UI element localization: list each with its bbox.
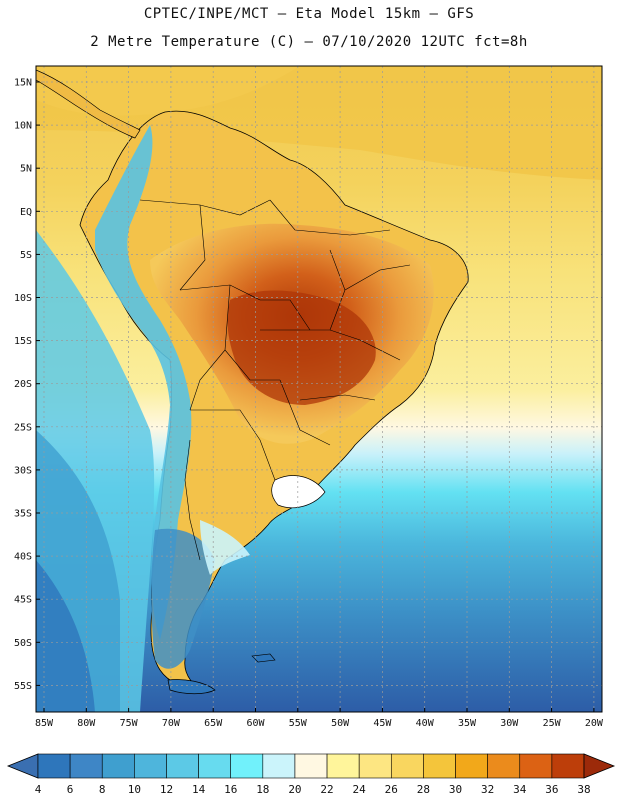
- latitude-label: 55S: [14, 681, 32, 692]
- colorbar-label: 36: [545, 783, 558, 796]
- colorbar-cell: [390, 753, 424, 779]
- colorbar-label: 10: [128, 783, 141, 796]
- longitude-label: 25W: [543, 718, 562, 729]
- colorbar-cell: [101, 753, 135, 779]
- colorbar-cell: [166, 753, 199, 779]
- colorbar-cell: [262, 753, 296, 779]
- longitude-label: 65W: [204, 718, 223, 729]
- colorbar-cell: [198, 753, 232, 779]
- colorbar-cell: [358, 753, 392, 779]
- colorbar-cell: [519, 753, 553, 779]
- latitude-label: 5N: [20, 164, 32, 175]
- longitude-label: 20W: [585, 718, 604, 729]
- latitude-label: EQ: [20, 207, 32, 218]
- latitude-label: 30S: [14, 465, 32, 476]
- colorbar-label: 28: [417, 783, 430, 796]
- longitude-label: 70W: [162, 718, 181, 729]
- longitude-label: 75W: [120, 718, 139, 729]
- longitude-label: 55W: [289, 718, 308, 729]
- colorbar-label: 18: [256, 783, 269, 796]
- colorbar-cell: [423, 753, 456, 779]
- map-title-line-2: 2 Metre Temperature (C) — 07/10/2020 12U…: [90, 34, 528, 50]
- colorbar-label: 22: [320, 783, 333, 796]
- latitude-label: 15S: [14, 336, 32, 347]
- ocean-field: [36, 66, 602, 712]
- longitude-label: 40W: [416, 718, 435, 729]
- colorbar-label: 26: [385, 783, 398, 796]
- longitude-label: 60W: [246, 718, 265, 729]
- colorbar-label: 20: [288, 783, 301, 796]
- colorbar-cell: [230, 753, 264, 779]
- latitude-label: 10N: [14, 121, 32, 132]
- longitude-label: 35W: [458, 718, 477, 729]
- latitude-label: 35S: [14, 509, 32, 520]
- colorbar-label: 30: [449, 783, 462, 796]
- latitude-label: 40S: [14, 552, 32, 563]
- colorbar-cell: [37, 753, 71, 779]
- longitude-label: 50W: [331, 718, 350, 729]
- colorbar-cell: [294, 753, 328, 779]
- plot-frame: [35, 65, 603, 713]
- colorbar-low-arrow: [6, 753, 39, 779]
- colorbar-label: 24: [353, 783, 367, 796]
- longitude-label: 45W: [373, 718, 392, 729]
- colorbar-cell: [69, 753, 103, 779]
- latitude-labels: 15N 10N 5N EQ 5S 10S 15S 20S 25S 30S 35S 40S 45S 50S 5…: [14, 78, 40, 692]
- temperature-colorbar: 4 6 8 10 12 14 16 18 20 22 24 26 28 30 32 34 36 38: [6, 753, 616, 796]
- colorbar-label: 8: [99, 783, 106, 796]
- map-title-line-1: CPTEC/INPE/MCT — Eta Model 15km — GFS: [143, 6, 475, 22]
- latitude-label: 10S: [14, 293, 32, 304]
- lat-lon-grid: [36, 66, 602, 712]
- colorbar-cell: [487, 753, 521, 779]
- colorbar-label: 6: [67, 783, 74, 796]
- longitude-label: 80W: [77, 718, 96, 729]
- longitude-labels: 85W 80W 75W 70W 65W 60W 55W 50W 45W 40W 35W 30W 25W 2…: [35, 708, 604, 729]
- latitude-label: 15N: [14, 78, 32, 89]
- colorbar-high-arrow: [583, 753, 616, 779]
- colorbar-label: 12: [160, 783, 173, 796]
- colorbar-cell: [551, 753, 585, 779]
- south-america-landmass: [36, 69, 469, 695]
- latitude-label: 20S: [14, 379, 32, 390]
- colorbar-label: 38: [577, 783, 590, 796]
- colorbar-label: 34: [513, 783, 527, 796]
- longitude-label: 30W: [500, 718, 519, 729]
- longitude-label: 85W: [35, 718, 54, 729]
- colorbar-label: 16: [224, 783, 237, 796]
- colorbar-cell: [134, 753, 167, 779]
- colorbar-cell: [326, 753, 360, 779]
- latitude-label: 45S: [14, 595, 32, 606]
- colorbar-label: 14: [192, 783, 206, 796]
- colorbar-cell: [455, 753, 488, 779]
- latitude-label: 25S: [14, 422, 32, 433]
- latitude-label: 50S: [14, 638, 32, 649]
- colorbar-label: 32: [481, 783, 494, 796]
- colorbar-label: 4: [35, 783, 42, 796]
- latitude-label: 5S: [20, 250, 32, 261]
